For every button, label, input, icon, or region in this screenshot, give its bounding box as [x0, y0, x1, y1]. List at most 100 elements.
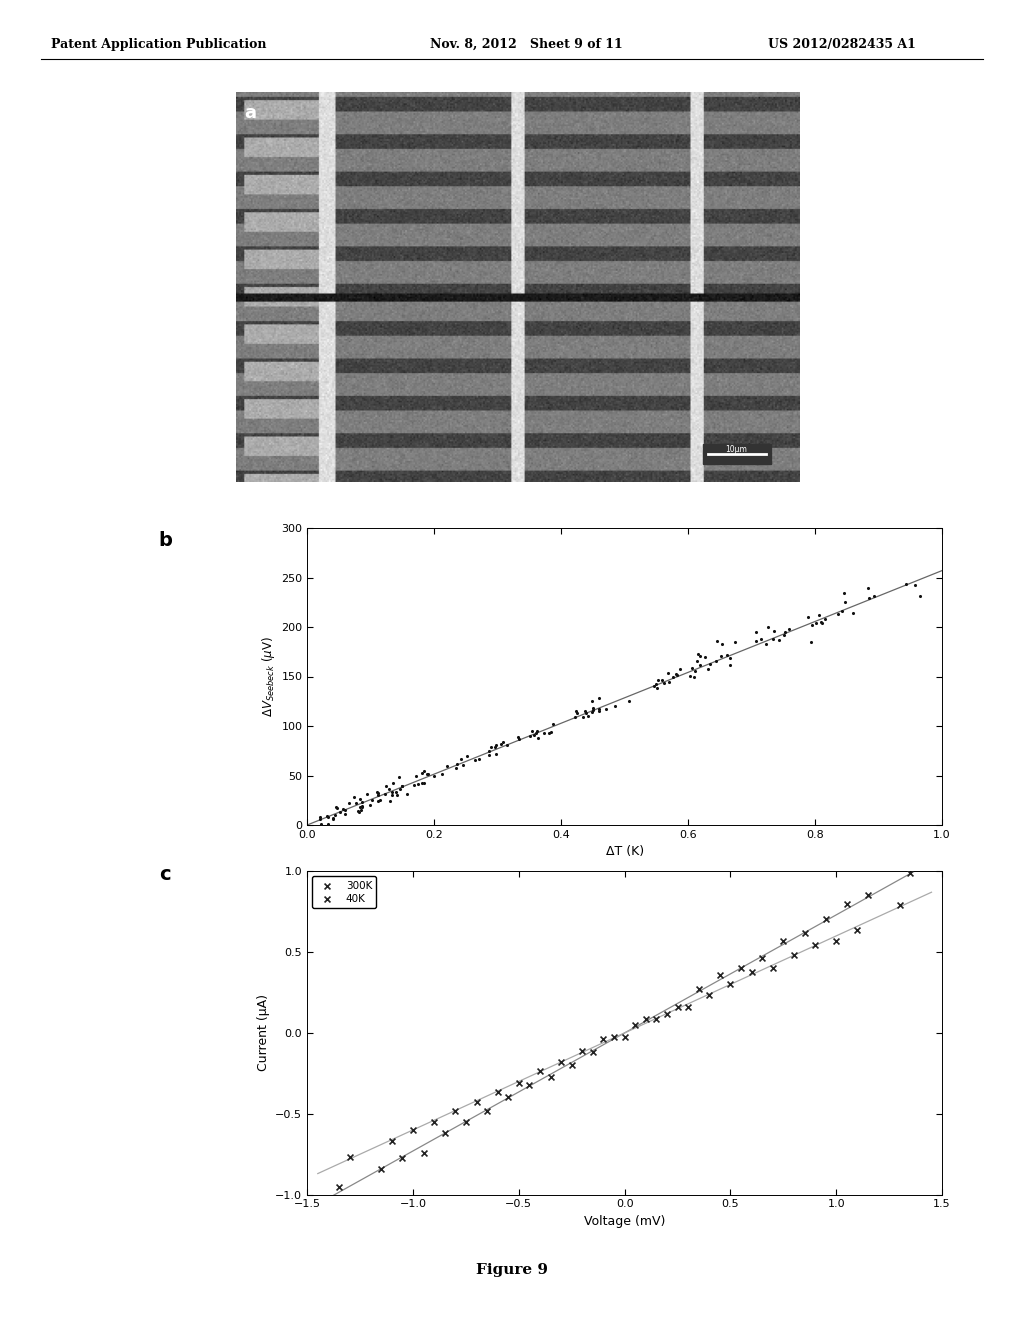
Point: [370, 785, 386, 807]
Point: [803, 631, 819, 652]
Point: [394, 775, 411, 796]
Point: [817, 609, 834, 630]
Point: [510, 726, 526, 747]
Point: [370, 783, 386, 804]
Point: [470, 748, 486, 770]
300K: [500, 1086, 516, 1107]
Point: [370, 791, 386, 812]
300K: [902, 863, 919, 884]
Point: [351, 797, 368, 818]
Point: [713, 645, 729, 667]
300K: [479, 1101, 496, 1122]
300K: [712, 965, 728, 986]
Text: a: a: [244, 104, 256, 121]
Point: [522, 725, 539, 746]
Point: [384, 784, 400, 805]
40K: [722, 974, 738, 995]
Legend: 300K, 40K: 300K, 40K: [312, 876, 376, 908]
Point: [685, 667, 701, 688]
Text: Figure 9: Figure 9: [476, 1263, 548, 1276]
300K: [670, 997, 686, 1018]
40K: [553, 1051, 569, 1072]
40K: [468, 1092, 484, 1113]
Text: Nov. 8, 2012   Sheet 9 of 11: Nov. 8, 2012 Sheet 9 of 11: [430, 38, 623, 51]
Point: [373, 789, 389, 810]
300K: [521, 1074, 538, 1096]
Point: [529, 721, 546, 742]
Point: [660, 672, 677, 693]
Point: [765, 628, 781, 649]
Point: [353, 795, 370, 816]
Point: [581, 706, 597, 727]
Point: [753, 628, 769, 649]
Point: [329, 797, 345, 818]
Point: [536, 722, 552, 743]
Point: [811, 605, 827, 626]
Point: [351, 801, 368, 822]
Point: [684, 657, 700, 678]
Point: [577, 700, 593, 721]
Point: [312, 809, 329, 830]
Point: [495, 731, 511, 752]
Point: [654, 669, 671, 690]
Point: [648, 673, 665, 694]
Point: [781, 619, 798, 640]
300K: [860, 884, 877, 906]
Text: c: c: [159, 865, 170, 883]
Point: [511, 729, 527, 750]
Point: [687, 660, 703, 681]
300K: [331, 1176, 347, 1197]
Text: US 2012/0282435 A1: US 2012/0282435 A1: [768, 38, 915, 51]
Point: [697, 647, 714, 668]
Point: [328, 797, 344, 818]
Point: [765, 620, 781, 642]
Point: [455, 755, 471, 776]
Y-axis label: Current (μA): Current (μA): [257, 994, 269, 1072]
Point: [313, 813, 330, 834]
Point: [416, 760, 432, 781]
Point: [377, 783, 393, 804]
Point: [585, 700, 601, 721]
Point: [760, 616, 776, 638]
Point: [567, 700, 584, 721]
40K: [447, 1101, 464, 1122]
Point: [459, 746, 475, 767]
Bar: [702, 445, 770, 463]
Point: [337, 800, 353, 821]
Point: [361, 795, 378, 816]
X-axis label: Voltage (mV): Voltage (mV): [584, 1214, 666, 1228]
Point: [911, 585, 928, 606]
Point: [523, 721, 540, 742]
Point: [487, 743, 504, 764]
40K: [511, 1072, 527, 1093]
300K: [775, 931, 792, 952]
Point: [722, 653, 738, 675]
Point: [420, 763, 436, 784]
Point: [722, 648, 738, 669]
Point: [701, 653, 718, 675]
Point: [319, 807, 336, 828]
Point: [836, 582, 852, 603]
Point: [332, 801, 348, 822]
Point: [321, 813, 337, 834]
Point: [829, 603, 846, 624]
Point: [898, 574, 914, 595]
Text: Patent Application Publication: Patent Application Publication: [51, 38, 266, 51]
Point: [319, 805, 336, 826]
300K: [416, 1142, 432, 1163]
Point: [303, 817, 319, 838]
Text: 10μm: 10μm: [726, 445, 748, 454]
40K: [785, 944, 802, 965]
Point: [353, 791, 370, 812]
40K: [384, 1131, 400, 1152]
Point: [384, 781, 400, 803]
Point: [311, 807, 328, 828]
Point: [800, 606, 816, 627]
40K: [426, 1111, 442, 1133]
40K: [765, 957, 781, 978]
Point: [378, 776, 394, 797]
Point: [411, 774, 427, 795]
Point: [648, 677, 665, 698]
300K: [690, 979, 707, 1001]
Point: [845, 602, 861, 623]
